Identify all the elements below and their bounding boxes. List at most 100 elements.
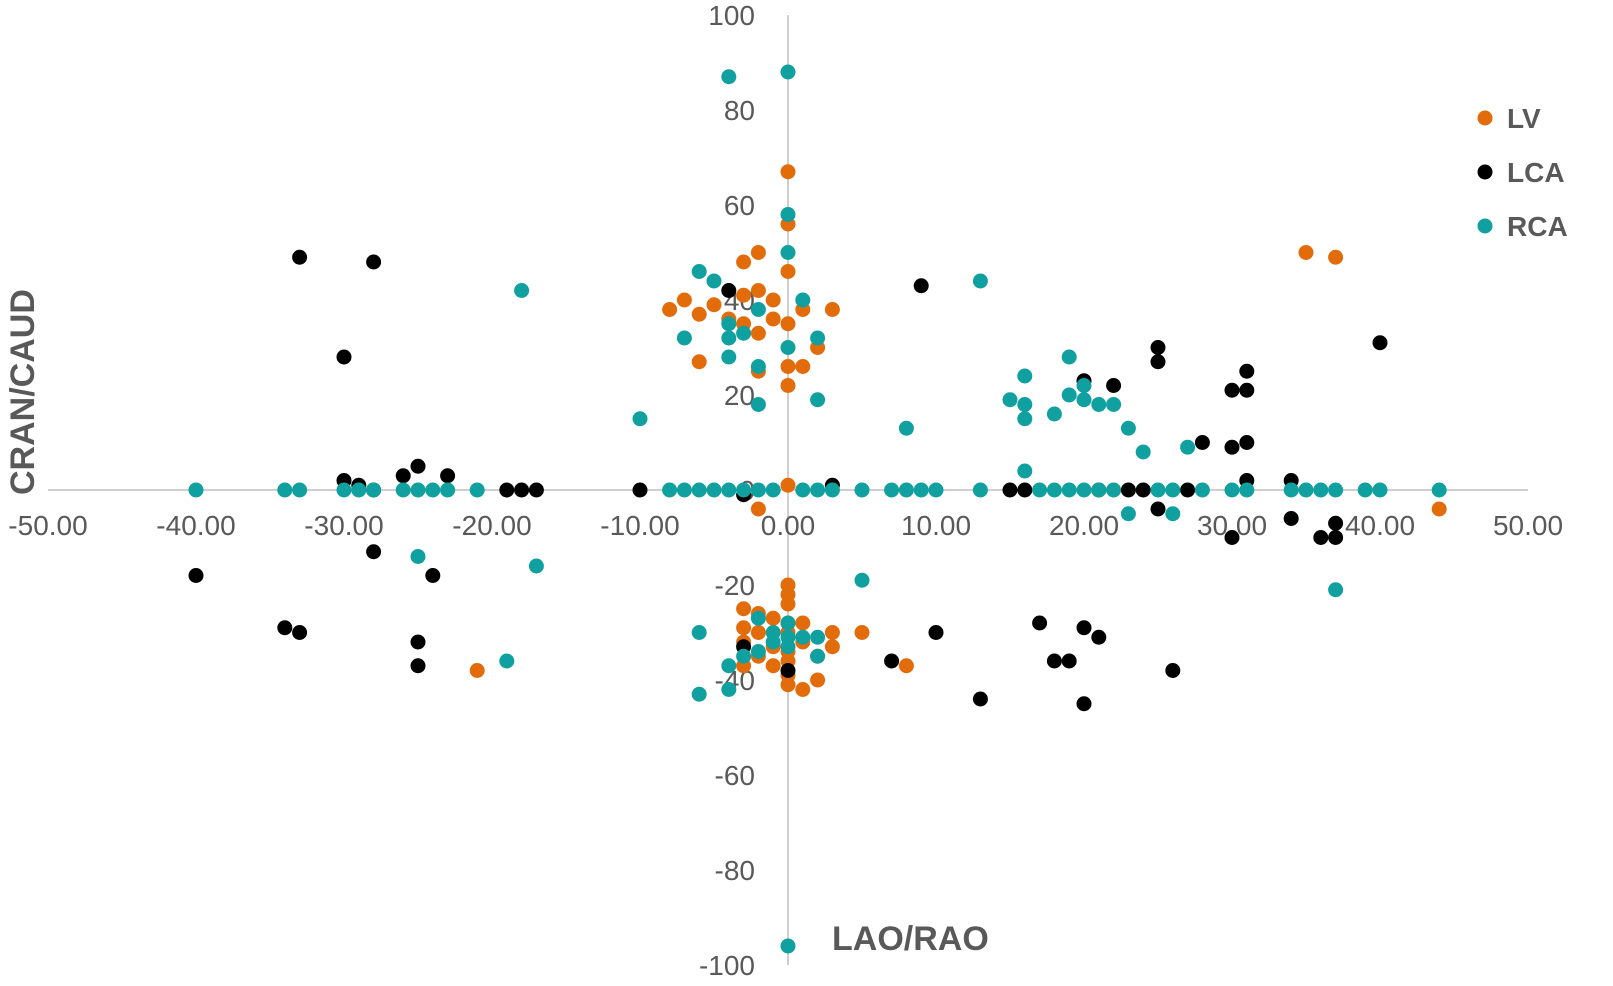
data-point (1120, 420, 1136, 436)
data-point (469, 482, 485, 498)
data-point (1061, 387, 1077, 403)
data-point (632, 411, 648, 427)
data-point (188, 482, 204, 498)
data-point (765, 311, 781, 327)
x-tick-label: -30.00 (304, 510, 383, 541)
x-tick-label: 50.00 (1493, 510, 1563, 541)
data-point (898, 482, 914, 498)
data-point (780, 639, 796, 655)
data-point (721, 682, 737, 697)
data-point (824, 302, 840, 317)
legend-label: LCA (1507, 157, 1565, 188)
data-point (1194, 435, 1210, 450)
x-tick-label: 40.00 (1345, 510, 1415, 541)
data-point (795, 359, 811, 374)
data-point (780, 264, 796, 279)
data-point (1091, 397, 1107, 412)
data-point (1002, 392, 1018, 408)
data-point (1120, 482, 1136, 498)
data-point (1357, 482, 1373, 498)
data-point (884, 653, 900, 669)
data-point (736, 287, 752, 303)
data-point (1017, 482, 1033, 498)
y-axis-title: CRAN/CAUD (4, 289, 42, 495)
data-point (780, 64, 796, 80)
data-point (750, 644, 766, 659)
data-point (410, 634, 426, 650)
x-axis-title: LAO/RAO (832, 920, 989, 958)
data-point (691, 306, 707, 322)
x-tick-label: -40.00 (156, 510, 235, 541)
data-point (795, 682, 811, 697)
data-point (721, 283, 737, 298)
data-point (721, 349, 737, 365)
data-point (440, 468, 456, 484)
series-rca (188, 64, 1447, 954)
data-points (188, 64, 1447, 954)
data-point (736, 482, 752, 498)
data-point (1328, 482, 1344, 498)
data-point (1239, 363, 1255, 379)
data-point (750, 245, 766, 260)
data-point (1372, 482, 1388, 498)
x-tick-label: -50.00 (8, 510, 87, 541)
data-point (1150, 340, 1166, 355)
x-tick-label: 20.00 (1049, 510, 1119, 541)
data-point (292, 482, 308, 498)
data-point (780, 938, 796, 954)
data-point (499, 482, 515, 498)
data-point (1091, 629, 1107, 645)
data-point (366, 254, 382, 270)
data-point (780, 316, 796, 332)
data-point (750, 501, 766, 517)
data-point (750, 325, 766, 341)
data-point (395, 468, 411, 484)
tick-labels: -50.00 -40.00 -30.00 -20.00 -10.00 0.00 10.00 2… (8, 0, 1563, 981)
data-point (750, 482, 766, 498)
data-point (499, 653, 515, 669)
data-point (736, 601, 752, 617)
data-point (972, 691, 988, 707)
data-point (691, 625, 707, 640)
data-point (1224, 439, 1240, 455)
y-tick-label: -80 (715, 855, 755, 886)
data-point (765, 634, 781, 650)
data-point (410, 549, 426, 564)
data-point (1328, 249, 1344, 265)
data-point (928, 625, 944, 640)
legend-marker (1477, 110, 1493, 126)
data-point (780, 663, 796, 678)
data-point (1150, 482, 1166, 498)
y-tick-label: -100 (699, 950, 755, 981)
data-point (913, 482, 929, 498)
data-point (1046, 482, 1062, 498)
data-point (1106, 378, 1122, 393)
data-point (632, 482, 648, 498)
legend-marker (1477, 164, 1493, 180)
data-point (1046, 653, 1062, 669)
y-tick-label: 80 (724, 95, 755, 126)
data-point (1180, 482, 1196, 498)
data-point (351, 482, 367, 498)
data-point (721, 482, 737, 498)
data-point (1239, 435, 1255, 450)
data-point (750, 302, 766, 317)
data-point (898, 420, 914, 436)
data-point (706, 482, 722, 498)
data-point (780, 615, 796, 631)
data-point (780, 477, 796, 493)
data-point (1002, 482, 1018, 498)
data-point (810, 672, 826, 688)
data-point (1431, 482, 1447, 498)
data-point (1224, 530, 1240, 545)
data-point (780, 677, 796, 693)
data-point (721, 330, 737, 346)
data-point (1017, 397, 1033, 412)
data-point (1032, 482, 1048, 498)
data-point (1120, 506, 1136, 522)
data-point (292, 249, 308, 265)
legend-marker (1477, 218, 1493, 234)
data-point (765, 658, 781, 674)
data-point (750, 397, 766, 412)
data-point (810, 392, 826, 408)
